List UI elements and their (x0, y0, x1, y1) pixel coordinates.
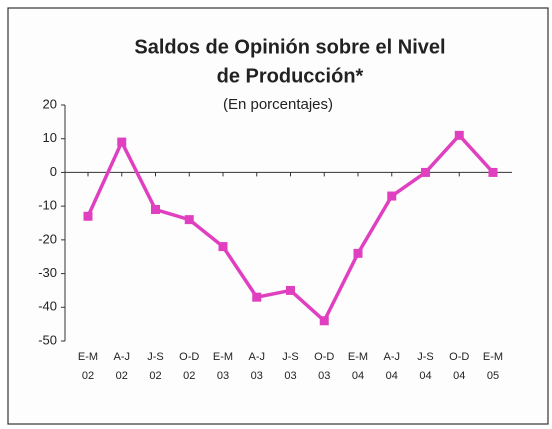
y-tick-label: -20 (38, 231, 57, 246)
point (252, 292, 262, 302)
x-tick-label: E-M (348, 351, 368, 363)
point (488, 167, 498, 177)
x-tick-label: A-J (249, 351, 266, 363)
x-tick-label: 04 (419, 370, 431, 382)
x-tick-label: 05 (487, 370, 499, 382)
point (387, 191, 397, 201)
y-tick-label: 0 (50, 164, 57, 179)
y-tick-label: 10 (43, 130, 57, 145)
x-tick-label: A-J (384, 351, 401, 363)
point (218, 242, 228, 252)
x-tick-label: 04 (352, 370, 364, 382)
x-tick-label: 02 (82, 370, 94, 382)
x-tick-label: 03 (251, 370, 263, 382)
x-tick-label: 04 (386, 370, 398, 382)
x-tick-label: J-S (417, 351, 434, 363)
y-tick-label: -10 (38, 198, 57, 213)
x-tick-label: 02 (183, 370, 195, 382)
x-tick-label: E-M (213, 351, 233, 363)
x-tick-label: E-M (483, 351, 503, 363)
y-tick-label: -40 (38, 299, 57, 314)
x-tick-label: 03 (217, 370, 229, 382)
x-tick-label: 02 (149, 370, 161, 382)
chart-title: Saldos de Opinión sobre el Nivel (134, 36, 445, 58)
y-tick-label: -50 (38, 332, 57, 347)
point (421, 167, 430, 177)
point (454, 130, 464, 140)
point (286, 285, 295, 295)
x-tick-label: E-M (78, 351, 98, 363)
x-tick-label: O-D (314, 351, 334, 363)
point (83, 211, 93, 221)
point (353, 248, 363, 258)
y-tick-label: 20 (43, 96, 57, 111)
x-tick-label: J-S (147, 351, 164, 363)
x-tick-label: J-S (282, 351, 299, 363)
x-tick-label: 04 (453, 370, 465, 382)
point (117, 137, 127, 147)
x-tick-label: O-D (449, 351, 469, 363)
y-tick-label: -30 (38, 265, 57, 280)
x-tick-label: 03 (284, 370, 296, 382)
x-tick-label: 03 (318, 370, 330, 382)
chart-title: de Producción* (217, 65, 364, 87)
x-tick-label: A-J (114, 351, 131, 363)
point (319, 316, 329, 326)
point (184, 215, 194, 225)
frame (7, 7, 549, 425)
x-tick-label: 02 (116, 370, 128, 382)
chart-subtitle: (En porcentajes) (223, 96, 333, 113)
x-tick-label: O-D (179, 351, 199, 363)
point (151, 205, 160, 215)
